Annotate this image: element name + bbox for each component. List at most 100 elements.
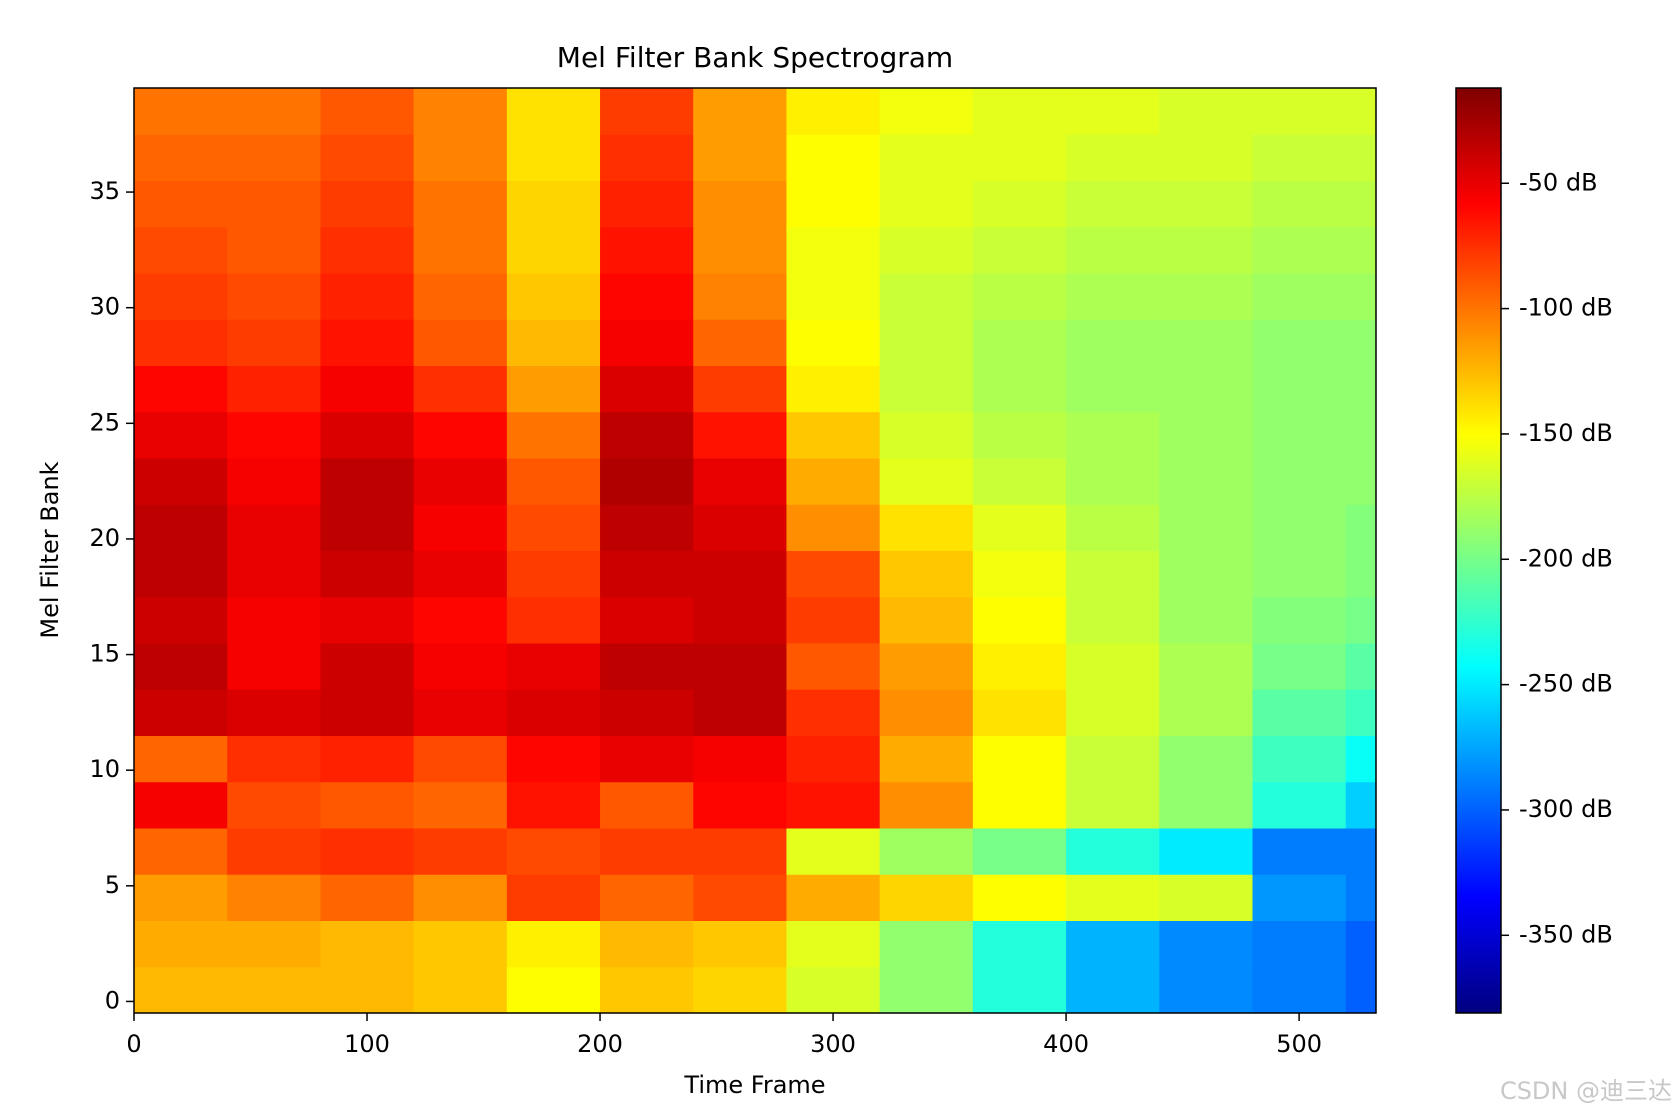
heatmap-cell — [227, 458, 321, 505]
heatmap-cell — [1066, 689, 1160, 736]
heatmap-cell — [413, 134, 508, 181]
heatmap-cell — [972, 874, 1067, 921]
heatmap-cell — [693, 874, 787, 921]
heatmap-cell — [413, 643, 508, 690]
heatmap-cell — [413, 874, 508, 921]
heatmap-cell — [227, 88, 321, 135]
heatmap-cell — [134, 735, 228, 783]
heatmap-cell — [1159, 319, 1253, 366]
heatmap-cell — [879, 643, 974, 690]
heatmap-cell — [972, 411, 1067, 459]
heatmap-cell — [1252, 735, 1347, 783]
heatmap-cell — [693, 550, 787, 598]
x-tick-label: 100 — [344, 1030, 390, 1058]
heatmap-cell — [786, 319, 881, 366]
heatmap-cell — [134, 689, 228, 736]
heatmap-cell — [506, 735, 601, 783]
heatmap-cell — [1066, 920, 1160, 968]
heatmap-cell — [1252, 643, 1347, 690]
heatmap-cell — [1345, 596, 1377, 644]
heatmap-cell — [1345, 550, 1377, 598]
heatmap-cell — [227, 550, 321, 598]
heatmap-cell — [227, 180, 321, 228]
heatmap-cell — [506, 920, 601, 968]
heatmap-cell — [413, 828, 508, 875]
heatmap-cell — [1066, 781, 1160, 829]
heatmap-cell — [600, 319, 694, 366]
heatmap-cell — [600, 828, 694, 875]
heatmap-cell — [600, 273, 694, 320]
heatmap-cell — [1252, 458, 1347, 505]
heatmap-cell — [786, 365, 881, 413]
heatmap-cell — [506, 643, 601, 690]
heatmap-cell — [134, 411, 228, 459]
heatmap-cell — [1252, 781, 1347, 829]
heatmap-cell — [320, 920, 415, 968]
heatmap-cell — [1159, 596, 1253, 644]
y-tick-label: 25 — [89, 408, 120, 436]
heatmap-cell — [1159, 226, 1253, 274]
heatmap-cell — [1066, 134, 1160, 181]
heatmap-cell — [134, 319, 228, 366]
heatmap-cell — [879, 689, 974, 736]
heatmap-cell — [320, 828, 415, 875]
heatmap-cell — [786, 88, 881, 135]
heatmap-cell — [320, 966, 415, 1014]
heatmap-cell — [1345, 88, 1377, 135]
heatmap-cell — [879, 781, 974, 829]
heatmap-cell — [600, 966, 694, 1014]
heatmap-cell — [693, 273, 787, 320]
heatmap-cell — [134, 273, 228, 320]
heatmap-cell — [1159, 689, 1253, 736]
heatmap-cell — [1159, 180, 1253, 228]
heatmap-cell — [693, 596, 787, 644]
heatmap-cell — [1345, 643, 1377, 690]
heatmap-cell — [413, 365, 508, 413]
heatmap-cell — [879, 88, 974, 135]
heatmap-cell — [879, 458, 974, 505]
heatmap-cell — [1345, 319, 1377, 366]
heatmap-cell — [600, 643, 694, 690]
heatmap-cell — [320, 319, 415, 366]
heatmap-cell — [506, 180, 601, 228]
heatmap-cell — [1345, 689, 1377, 736]
heatmap-cell — [320, 550, 415, 598]
heatmap-cell — [972, 226, 1067, 274]
heatmap-cell — [413, 966, 508, 1014]
heatmap-cell — [1066, 458, 1160, 505]
heatmap-cell — [134, 550, 228, 598]
colorbar-tick-label: -300 dB — [1519, 795, 1613, 823]
heatmap-cell — [693, 689, 787, 736]
heatmap-cell — [1345, 273, 1377, 320]
heatmap-cell — [506, 689, 601, 736]
x-tick-label: 500 — [1276, 1030, 1322, 1058]
heatmap-cell — [879, 319, 974, 366]
heatmap-cell — [693, 411, 787, 459]
heatmap-cell — [506, 226, 601, 274]
heatmap-cell — [1345, 828, 1377, 875]
heatmap-cell — [227, 920, 321, 968]
heatmap-cell — [1066, 88, 1160, 135]
heatmap-cell — [879, 735, 974, 783]
heatmap-cell — [879, 828, 974, 875]
heatmap-cell — [972, 180, 1067, 228]
heatmap-cell — [320, 88, 415, 135]
heatmap-cell — [600, 596, 694, 644]
heatmap-cell — [972, 920, 1067, 968]
heatmap-cell — [506, 411, 601, 459]
heatmap-cell — [413, 689, 508, 736]
heatmap-cell — [134, 226, 228, 274]
heatmap-cell — [320, 273, 415, 320]
heatmap-cell — [1159, 920, 1253, 968]
heatmap-cell — [972, 735, 1067, 783]
heatmap-cell — [600, 365, 694, 413]
heatmap-cell — [227, 411, 321, 459]
heatmap-cell — [972, 550, 1067, 598]
heatmap-cell — [134, 180, 228, 228]
heatmap-cell — [600, 88, 694, 135]
colorbar — [1455, 87, 1502, 1014]
heatmap-cell — [600, 134, 694, 181]
heatmap-cell — [1345, 735, 1377, 783]
heatmap-cell — [413, 226, 508, 274]
heatmap-cell — [1066, 550, 1160, 598]
